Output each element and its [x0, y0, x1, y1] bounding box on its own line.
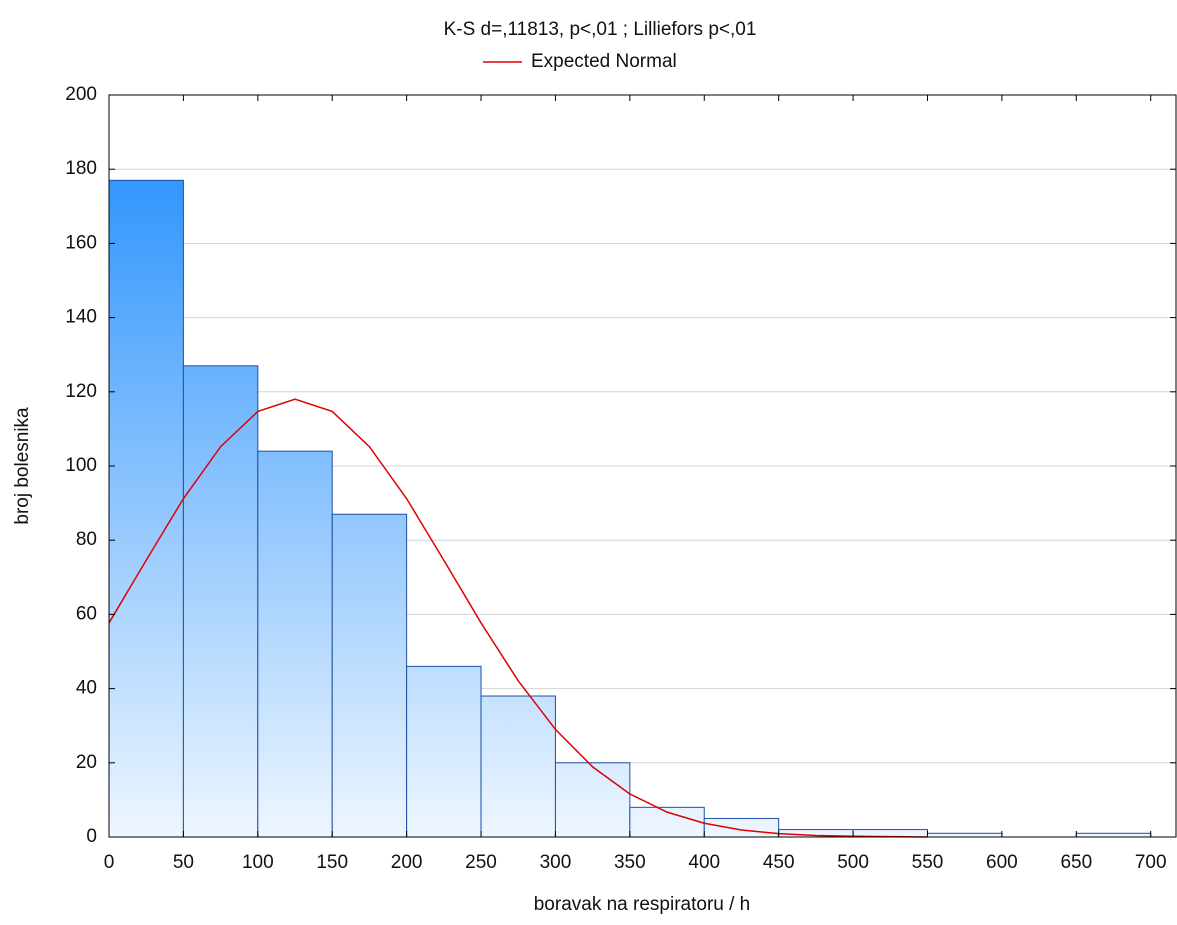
bar [331, 513, 408, 838]
x-tick-label: 450 [763, 852, 795, 873]
curve-layer [108, 398, 928, 838]
y-tick-label: 200 [65, 84, 97, 105]
x-tick-label: 300 [540, 852, 572, 873]
bar [480, 695, 556, 838]
chart-title: K-S d=,11813, p<,01 ; Lilliefors p<,01 [444, 19, 757, 40]
legend-label: Expected Normal [531, 51, 677, 72]
x-tick-label: 200 [391, 852, 423, 873]
x-tick-label: 600 [986, 852, 1018, 873]
plot-frame [108, 94, 1177, 838]
x-tick-label: 350 [614, 852, 646, 873]
bar [926, 832, 1003, 838]
bar [554, 762, 631, 838]
x-axis-label: boravak na respiratoru / h [534, 894, 751, 915]
y-tick-label: 140 [65, 307, 97, 328]
x-tick-label: 400 [688, 852, 720, 873]
y-tick-label: 120 [65, 381, 97, 402]
x-tick-label: 50 [173, 852, 194, 873]
bar [182, 365, 259, 838]
bars [108, 179, 1152, 838]
x-tick-label: 0 [104, 852, 115, 873]
y-tick-label: 40 [76, 678, 97, 699]
bar [703, 817, 780, 838]
y-tick-label: 0 [86, 826, 97, 847]
y-axis-label: broj bolesnika [12, 407, 33, 525]
y-tick-label: 20 [76, 752, 97, 773]
y-tick-label: 100 [65, 455, 97, 476]
expected-normal-curve [108, 398, 928, 838]
bar [257, 450, 333, 838]
x-tick-label: 250 [465, 852, 497, 873]
x-tick-label: 550 [912, 852, 944, 873]
x-tick-label: 100 [242, 852, 274, 873]
x-tick-label: 700 [1135, 852, 1167, 873]
bar [406, 665, 482, 838]
y-tick-label: 60 [76, 603, 97, 624]
bar [1075, 832, 1152, 838]
y-tick-label: 180 [65, 158, 97, 179]
axes: 0 20 40 60 80 100 120 140 160 180 200 0 50 100 150 200 2… [65, 51, 1177, 873]
y-tick-label: 160 [65, 232, 97, 253]
x-tick-label: 500 [837, 852, 869, 873]
x-tick-label: 650 [1060, 852, 1092, 873]
x-tick-label: 150 [316, 852, 348, 873]
y-tick-label: 80 [76, 529, 97, 550]
bar [108, 179, 184, 838]
